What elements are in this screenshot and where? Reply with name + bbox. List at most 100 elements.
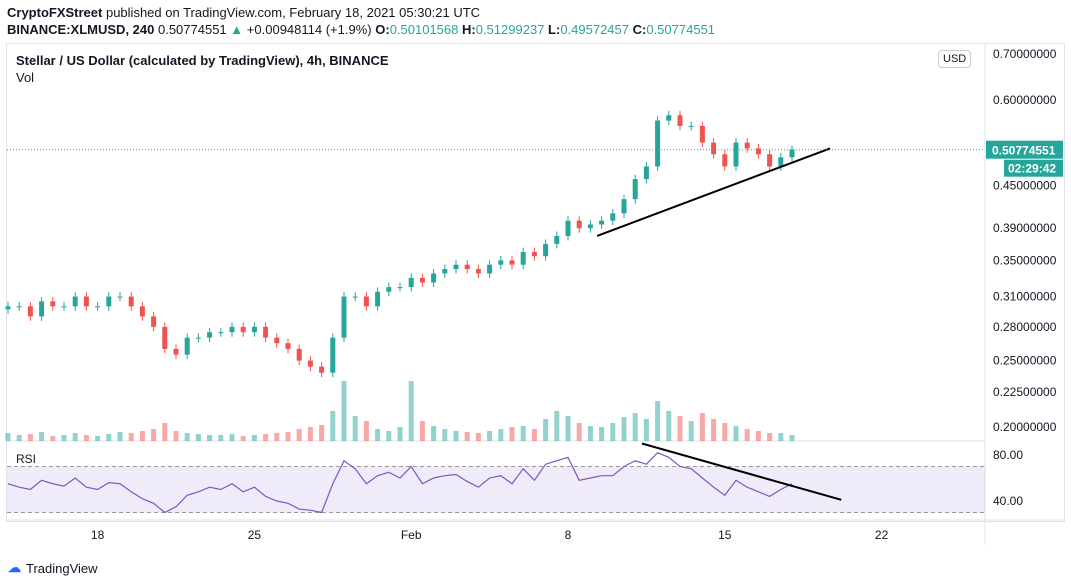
candle-body [509, 260, 515, 265]
candle-body [106, 296, 112, 307]
time-tick-label: 15 [718, 528, 732, 542]
price-tick-label: 0.39000000 [993, 221, 1057, 235]
volume-bar [195, 434, 201, 441]
volume-bar [419, 421, 425, 441]
candle-body [240, 326, 246, 333]
tradingview-logo[interactable]: ☁ TradingView [8, 560, 98, 576]
tradingview-icon: ☁ [8, 560, 21, 575]
time-tick-label: 25 [248, 528, 262, 542]
candle-body [229, 326, 235, 333]
candle-body [207, 332, 213, 338]
candle-body [285, 343, 291, 349]
candle-body [431, 273, 437, 283]
candle-body [61, 306, 67, 308]
volume-bar [666, 411, 672, 441]
volume-bar [50, 436, 56, 441]
volume-bar [184, 433, 190, 441]
chart-title: Stellar / US Dollar (calculated by Tradi… [16, 53, 389, 68]
volume-bar [767, 433, 773, 441]
candle-body [498, 260, 504, 265]
volume-bar [408, 381, 414, 441]
volume-bar [16, 435, 22, 441]
volume-bar [587, 426, 593, 441]
currency-button[interactable]: USD [938, 50, 972, 68]
volume-bar [151, 429, 157, 441]
candle-body [688, 125, 694, 127]
price-tick-label: 0.35000000 [993, 253, 1057, 267]
volume-bar [27, 434, 33, 441]
candle-body [587, 224, 593, 229]
candle-body [453, 264, 459, 270]
volume-bar [39, 432, 45, 441]
volume-bar [487, 431, 493, 441]
candle-body [397, 287, 403, 289]
candle-body [565, 220, 571, 236]
price-tick-label: 0.60000000 [993, 93, 1057, 107]
candle-body [487, 264, 493, 274]
volume-bar [61, 435, 67, 441]
volume-bar [632, 413, 638, 441]
candle-body [184, 337, 190, 355]
candle-body [543, 243, 549, 257]
price-tick-label: 0.31000000 [993, 290, 1057, 304]
candle-body [330, 337, 336, 373]
volume-bar [218, 435, 224, 441]
volume-bar [733, 426, 739, 441]
volume-bar [789, 435, 795, 441]
last-price-label: 0.50774551 [992, 144, 1056, 158]
open-label: O: [375, 22, 390, 37]
volume-bar [139, 431, 145, 441]
candle-body [442, 269, 448, 274]
volume-bar [5, 433, 11, 441]
candle-body [408, 277, 414, 288]
candle-body [83, 296, 89, 307]
volume-bar [251, 435, 257, 441]
volume-bar [621, 417, 627, 441]
volume-bar [128, 433, 134, 441]
volume-bar [509, 427, 515, 441]
volume-bar [330, 411, 336, 441]
candle-body [307, 360, 313, 367]
volume-bar [106, 434, 112, 441]
last-price-tag [986, 140, 1063, 159]
rsi-tick-label: 40.00 [993, 494, 1023, 508]
symbol: BINANCE:XLMUSD, 240 [7, 22, 155, 37]
publisher[interactable]: CryptoFXStreet [7, 5, 103, 20]
volume-bar [307, 427, 313, 441]
candle-body [50, 301, 56, 307]
volume-bar [464, 432, 470, 441]
candle-body [16, 306, 22, 308]
low-label: L: [548, 22, 561, 37]
candle-body [162, 326, 168, 349]
volume-bar [576, 423, 582, 441]
volume-bar [699, 413, 705, 441]
candle-body [363, 296, 369, 307]
open-value: 0.50101568 [389, 22, 459, 37]
price-tick-label: 0.45000000 [993, 179, 1057, 193]
candle-body [643, 166, 649, 180]
rsi-band [7, 466, 985, 513]
change: +0.00948114 (+1.9%) [246, 22, 372, 37]
volume-bar [643, 419, 649, 441]
time-tick-label: 8 [565, 528, 572, 542]
volume-bar [744, 429, 750, 441]
time-tick-label: 22 [875, 528, 889, 542]
volume-bar [722, 423, 728, 441]
low-value: 0.49572457 [560, 22, 629, 37]
candle-body [151, 316, 157, 327]
volume-bar [162, 423, 168, 441]
volume-bar [207, 435, 213, 441]
candle-body [677, 115, 683, 126]
brand-name: TradingView [26, 560, 98, 576]
high-value: 0.51299237 [475, 22, 545, 37]
candle-body [375, 291, 381, 307]
chart-frame[interactable] [6, 43, 1065, 522]
candle-body [195, 337, 201, 339]
candle-body [576, 220, 582, 229]
candle-body [386, 287, 392, 292]
candle-body [744, 142, 750, 149]
countdown-tag [1004, 159, 1063, 177]
time-tick-label: Feb [401, 528, 422, 542]
candle-body [341, 296, 347, 338]
